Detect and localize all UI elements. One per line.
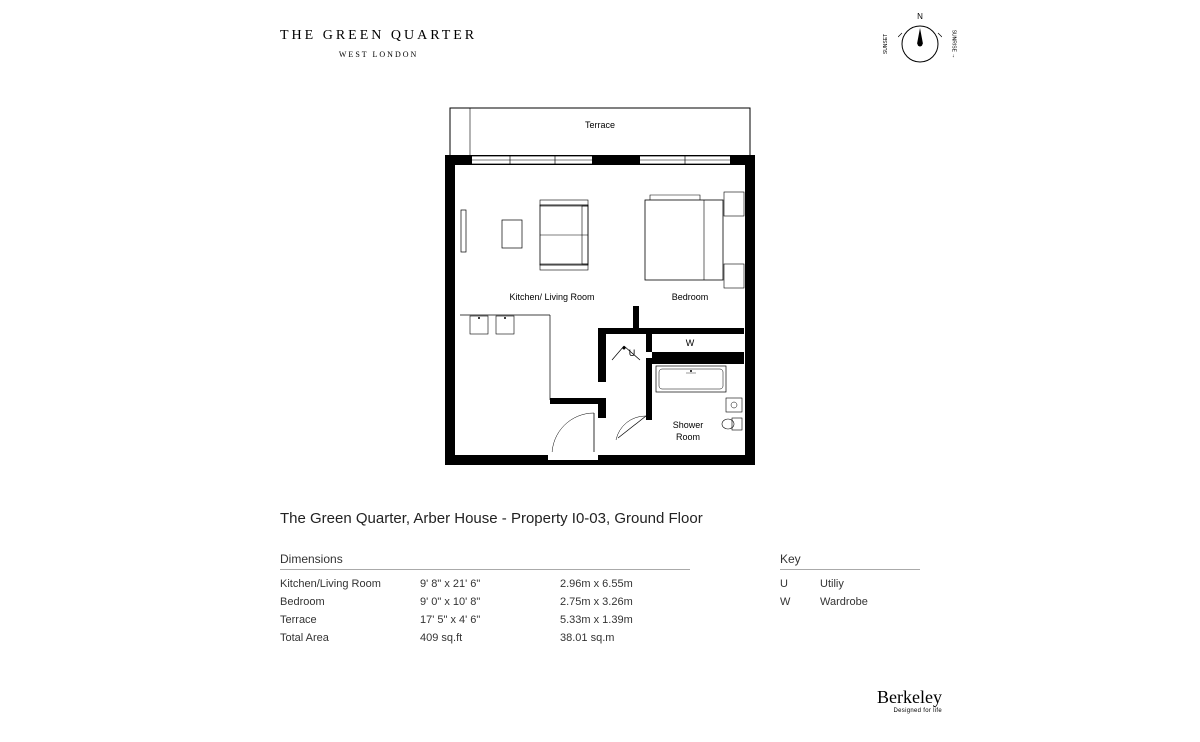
wardrobe-label: W [686,338,695,348]
dim-imperial: 17' 5" x 4' 6" [420,614,560,626]
table-row: W Wardrobe [780,596,920,608]
key-heading: Key [780,552,920,570]
dim-room: Bedroom [280,596,420,608]
key-label: Utiliy [820,578,844,590]
key-code: U [780,578,820,590]
dim-metric: 38.01 sq.m [560,632,690,644]
key-section: Key U Utiliy W Wardrobe [780,552,920,614]
key-code: W [780,596,820,608]
compass-svg [898,22,942,66]
dim-imperial: 9' 8" x 21' 6" [420,578,560,590]
header-subtitle: WEST LONDON [280,50,477,59]
compass-north-label: N [917,12,923,21]
utility-label: U [629,348,636,358]
table-row: U Utiliy [780,578,920,590]
compass-sunrise-label: SUNRISE → [951,30,957,59]
dim-room: Terrace [280,614,420,626]
table-row: Kitchen/Living Room 9' 8" x 21' 6" 2.96m… [280,578,690,590]
dim-metric: 2.96m x 6.55m [560,578,690,590]
property-title: The Green Quarter, Arber House - Propert… [280,510,703,527]
kitchen-living-label: Kitchen/ Living Room [509,292,594,302]
shower-label-1: Shower [673,420,704,430]
table-row: Bedroom 9' 0" x 10' 8" 2.75m x 3.26m [280,596,690,608]
key-label: Wardrobe [820,596,868,608]
dim-room: Kitchen/Living Room [280,578,420,590]
dim-metric: 5.33m x 1.39m [560,614,690,626]
dim-metric: 2.75m x 3.26m [560,596,690,608]
footer-brand-tagline: Designed for life [877,708,942,714]
table-row: Total Area 409 sq.ft 38.01 sq.m [280,632,690,644]
dimensions-section: Dimensions Kitchen/Living Room 9' 8" x 2… [280,552,690,650]
dim-imperial: 409 sq.ft [420,632,560,644]
dim-imperial: 9' 0" x 10' 8" [420,596,560,608]
bedroom-label: Bedroom [672,292,709,302]
compass-sunset-label: SUNSET [883,34,889,54]
dimensions-heading: Dimensions [280,552,690,570]
header-title: THE GREEN QUARTER [280,28,477,44]
footer-brand: Berkeley Designed for life [877,687,942,714]
terrace-label: Terrace [585,120,615,130]
floorplan-diagram: Terrace Kitchen/ Living Room Bedroom U W… [440,100,760,480]
compass-icon: N SUNSET SUNRISE → [898,22,942,66]
dim-room: Total Area [280,632,420,644]
shower-label-2: Room [676,432,700,442]
footer-brand-name: Berkeley [877,687,942,708]
table-row: Terrace 17' 5" x 4' 6" 5.33m x 1.39m [280,614,690,626]
header: THE GREEN QUARTER WEST LONDON [280,28,477,59]
